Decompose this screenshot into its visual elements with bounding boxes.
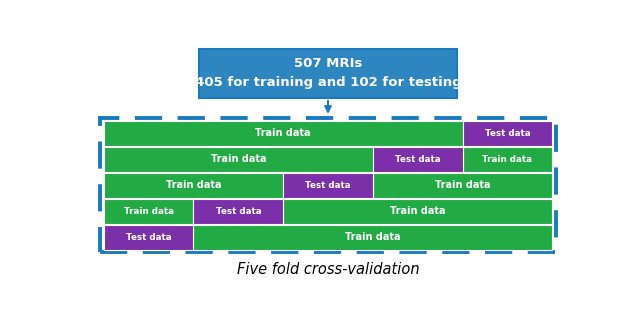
Text: Test data: Test data xyxy=(216,207,261,216)
Text: Train data: Train data xyxy=(166,180,221,190)
Text: Test data: Test data xyxy=(395,155,440,164)
FancyBboxPatch shape xyxy=(199,49,457,98)
Text: Train data: Train data xyxy=(435,180,490,190)
Bar xyxy=(104,225,193,250)
Text: Test data: Test data xyxy=(126,233,172,242)
Bar xyxy=(193,199,283,224)
Text: 507 MRIs
(405 for training and 102 for testing): 507 MRIs (405 for training and 102 for t… xyxy=(189,57,467,89)
Bar xyxy=(283,173,373,198)
Bar xyxy=(283,199,552,224)
Bar xyxy=(463,121,552,146)
Bar xyxy=(104,199,193,224)
Bar xyxy=(104,121,463,146)
Text: Train data: Train data xyxy=(124,207,173,216)
Bar xyxy=(373,147,463,172)
Bar xyxy=(104,173,283,198)
Text: Five fold cross-validation: Five fold cross-validation xyxy=(237,262,419,277)
Text: Train data: Train data xyxy=(390,206,445,216)
Text: Train data: Train data xyxy=(211,155,266,165)
Text: Test data: Test data xyxy=(484,129,530,138)
Bar xyxy=(193,225,552,250)
Bar xyxy=(373,173,552,198)
Text: Test data: Test data xyxy=(305,181,351,190)
Text: Train data: Train data xyxy=(483,155,532,164)
Text: Train data: Train data xyxy=(255,128,311,138)
Bar xyxy=(104,147,373,172)
Bar xyxy=(463,147,552,172)
Text: Train data: Train data xyxy=(345,232,401,242)
